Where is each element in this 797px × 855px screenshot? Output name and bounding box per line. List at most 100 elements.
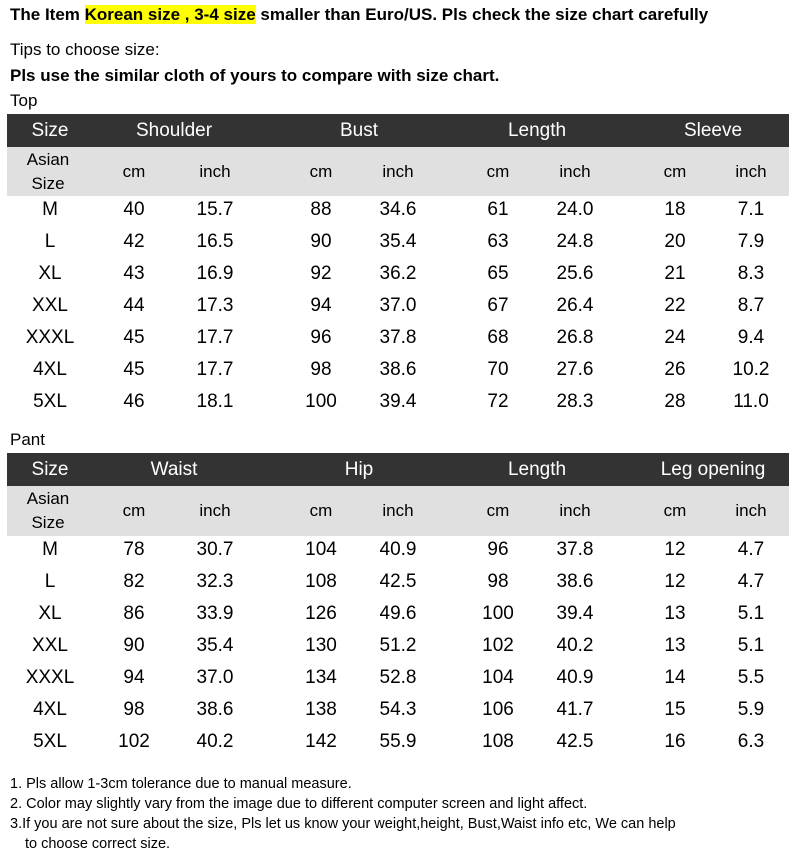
value-cell: 94 — [310, 295, 332, 316]
asian-size-label: Asian — [26, 149, 70, 169]
value-cell: 98 — [310, 359, 332, 380]
value-cell: 6.3 — [737, 731, 765, 752]
size-cell: XL — [38, 603, 62, 624]
value-cell: 102 — [482, 635, 514, 656]
value-cell: 35.4 — [196, 635, 234, 656]
value-cell: 7.9 — [737, 231, 765, 252]
value-cell: 90 — [123, 635, 145, 656]
value-cell: 96 — [487, 539, 509, 560]
value-cell: 44 — [123, 295, 145, 316]
value-cell: 38.6 — [379, 359, 417, 380]
value-cell: 49.6 — [379, 603, 417, 624]
value-cell: 15.7 — [196, 199, 234, 220]
value-cell: 39.4 — [379, 391, 417, 412]
size-cell: M — [42, 199, 58, 220]
value-cell: 54.3 — [379, 699, 417, 720]
value-cell: 7.1 — [737, 199, 765, 220]
value-cell: 37.8 — [379, 327, 417, 348]
tips-heading: Tips to choose size: — [10, 40, 160, 59]
value-cell: 108 — [305, 571, 337, 592]
value-cell: 14 — [664, 667, 686, 688]
value-cell: 40.9 — [556, 667, 594, 688]
unit-header: cm — [663, 161, 687, 181]
value-cell: 130 — [305, 635, 337, 656]
value-cell: 67 — [487, 295, 509, 316]
value-cell: 42.5 — [379, 571, 417, 592]
value-cell: 4.7 — [737, 571, 765, 592]
header-bar — [7, 114, 789, 147]
group-header: Sleeve — [683, 120, 743, 141]
value-cell: 24 — [664, 327, 686, 348]
value-cell: 13 — [664, 635, 686, 656]
value-cell: 72 — [487, 391, 509, 412]
size-header: Size — [31, 120, 69, 141]
value-cell: 26.4 — [556, 295, 594, 316]
value-cell: 102 — [118, 731, 150, 752]
value-cell: 108 — [482, 731, 514, 752]
unit-header: cm — [309, 161, 333, 181]
group-header: Hip — [344, 459, 374, 480]
value-cell: 100 — [482, 603, 514, 624]
value-cell: 26 — [664, 359, 686, 380]
value-cell: 17.7 — [196, 359, 234, 380]
value-cell: 24.0 — [556, 199, 594, 220]
value-cell: 37.0 — [379, 295, 417, 316]
unit-header: cm — [122, 161, 146, 181]
size-cell: 5XL — [33, 731, 67, 752]
size-header: Size — [31, 459, 69, 480]
group-header: Waist — [150, 459, 198, 480]
group-header: Length — [507, 459, 567, 480]
group-header: Length — [507, 120, 567, 141]
size-cell: XXL — [32, 635, 68, 656]
value-cell: 96 — [310, 327, 332, 348]
value-cell: 16.9 — [196, 263, 234, 284]
value-cell: 28.3 — [556, 391, 594, 412]
value-cell: 40.9 — [379, 539, 417, 560]
asian-size-label: Asian — [26, 489, 70, 508]
value-cell: 42 — [123, 231, 145, 252]
value-cell: 37.0 — [196, 667, 234, 688]
note-line: 1. Pls allow 1-3cm tolerance due to manu… — [10, 776, 352, 792]
value-cell: 38.6 — [196, 699, 234, 720]
size-cell: XXXL — [25, 667, 75, 688]
value-cell: 40 — [123, 199, 145, 220]
value-cell: 5.5 — [737, 667, 765, 688]
value-cell: 45 — [123, 359, 145, 380]
value-cell: 63 — [487, 231, 509, 252]
value-cell: 78 — [123, 539, 145, 560]
size-cell: L — [44, 571, 56, 592]
value-cell: 5.1 — [737, 603, 765, 624]
advice-line: Pls use the similar cloth of yours to co… — [10, 66, 500, 85]
value-cell: 18.1 — [196, 391, 234, 412]
value-cell: 12 — [664, 539, 686, 560]
group-header: Bust — [339, 120, 379, 141]
unit-header: cm — [486, 161, 510, 181]
unit-header: cm — [309, 501, 333, 520]
value-cell: 106 — [482, 699, 514, 720]
value-cell: 13 — [664, 603, 686, 624]
size-cell: L — [44, 231, 56, 252]
size-cell: XXXL — [25, 327, 75, 348]
header-bar — [7, 453, 789, 486]
sub-header — [7, 486, 789, 536]
value-cell: 35.4 — [379, 231, 417, 252]
value-cell: 21 — [664, 263, 686, 284]
value-cell: 15 — [664, 699, 686, 720]
value-cell: 40.2 — [556, 635, 594, 656]
note-line: 3.If you are not sure about the size, Pl… — [10, 816, 676, 832]
value-cell: 5.9 — [737, 699, 765, 720]
value-cell: 32.3 — [196, 571, 234, 592]
unit-header: cm — [486, 501, 510, 520]
value-cell: 94 — [123, 667, 145, 688]
intro-highlight: Korean size , 3-4 size — [84, 5, 256, 24]
value-cell: 33.9 — [196, 603, 234, 624]
unit-header: inch — [382, 501, 414, 520]
value-cell: 88 — [310, 199, 332, 220]
unit-header: inch — [559, 501, 591, 520]
value-cell: 16.5 — [196, 231, 234, 252]
size-cell: 5XL — [33, 391, 67, 412]
value-cell: 142 — [305, 731, 337, 752]
value-cell: 42.5 — [556, 731, 594, 752]
value-cell: 46 — [123, 391, 145, 412]
group-header: Leg opening — [660, 459, 766, 480]
